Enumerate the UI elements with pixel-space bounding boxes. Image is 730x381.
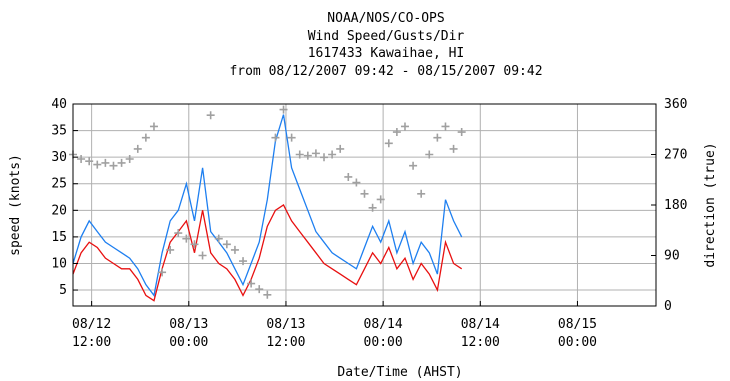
direction-point bbox=[457, 128, 466, 137]
title-line-4: from 08/12/2007 09:42 - 08/15/2007 09:42 bbox=[229, 64, 542, 79]
direction-point bbox=[449, 144, 458, 153]
x-tick-label-time: 12:00 bbox=[266, 335, 305, 350]
y-tick-label-left: 30 bbox=[51, 150, 67, 165]
x-tick-label-date: 08/14 bbox=[461, 317, 500, 332]
x-axis-label: Date/Time (AHST) bbox=[337, 365, 462, 380]
direction-point bbox=[384, 139, 393, 148]
chart-titles: NOAA/NOS/CO-OPS Wind Speed/Gusts/Dir 161… bbox=[229, 11, 542, 79]
direction-point bbox=[279, 105, 288, 114]
direction-point bbox=[182, 234, 191, 243]
direction-point bbox=[255, 285, 264, 294]
direction-point bbox=[320, 153, 329, 162]
series-layer bbox=[69, 105, 466, 302]
direction-point bbox=[166, 245, 175, 254]
y-tick-label-right: 360 bbox=[664, 97, 687, 112]
y-tick-label-right: 180 bbox=[664, 198, 687, 213]
tick-labels: 5 10 15 20 25 30 35 40 0 90 180 270 360 08/12 12:00 08/… bbox=[51, 97, 687, 350]
direction-point bbox=[125, 154, 134, 163]
direction-point bbox=[271, 133, 280, 142]
title-line-3: 1617433 Kawaihae, HI bbox=[308, 46, 465, 61]
x-tick-label-time: 12:00 bbox=[461, 335, 500, 350]
y-tick-label-left: 40 bbox=[51, 97, 67, 112]
direction-point bbox=[85, 157, 94, 166]
direction-point bbox=[336, 144, 345, 153]
y-tick-label-left: 20 bbox=[51, 203, 67, 218]
direction-point bbox=[93, 160, 102, 169]
direction-point bbox=[392, 128, 401, 137]
x-tick-label-date: 08/12 bbox=[72, 317, 111, 332]
direction-point bbox=[433, 133, 442, 142]
direction-point bbox=[425, 150, 434, 159]
x-tick-label-time: 00:00 bbox=[558, 335, 597, 350]
x-tick-label-date: 08/13 bbox=[169, 317, 208, 332]
direction-point bbox=[441, 122, 450, 131]
direction-point bbox=[328, 150, 337, 159]
title-line-2: Wind Speed/Gusts/Dir bbox=[308, 29, 465, 44]
direction-point bbox=[222, 240, 231, 249]
direction-series bbox=[69, 105, 466, 299]
y-tick-label-left: 10 bbox=[51, 256, 67, 271]
direction-point bbox=[368, 203, 377, 212]
direction-point bbox=[141, 133, 150, 142]
direction-point bbox=[400, 122, 409, 131]
direction-point bbox=[344, 172, 353, 181]
direction-point bbox=[360, 189, 369, 198]
grid-lines bbox=[73, 103, 656, 306]
y-tick-label-right: 0 bbox=[664, 299, 672, 314]
direction-point bbox=[206, 111, 215, 120]
direction-point bbox=[311, 149, 320, 158]
direction-point bbox=[376, 195, 385, 204]
direction-point bbox=[263, 290, 272, 299]
x-tick-label-date: 08/15 bbox=[558, 317, 597, 332]
x-tick-label-date: 08/13 bbox=[266, 317, 305, 332]
direction-point bbox=[352, 178, 361, 187]
direction-point bbox=[149, 122, 158, 131]
direction-point bbox=[230, 245, 239, 254]
direction-point bbox=[101, 158, 110, 167]
direction-point bbox=[77, 154, 86, 163]
direction-point bbox=[214, 234, 223, 243]
direction-point bbox=[133, 144, 142, 153]
direction-point bbox=[409, 161, 418, 170]
direction-point bbox=[198, 251, 207, 260]
y-axis-left-label: speed (knots) bbox=[8, 154, 23, 256]
x-tick-label-time: 00:00 bbox=[364, 335, 403, 350]
direction-point bbox=[158, 268, 167, 277]
direction-point bbox=[117, 158, 126, 167]
direction-point bbox=[417, 189, 426, 198]
x-tick-label-time: 12:00 bbox=[72, 335, 111, 350]
direction-point bbox=[190, 240, 199, 249]
direction-point bbox=[239, 257, 248, 266]
direction-point bbox=[109, 161, 118, 170]
y-tick-label-left: 35 bbox=[51, 124, 67, 139]
y-axis-right-label: direction (true) bbox=[703, 142, 718, 267]
title-line-1: NOAA/NOS/CO-OPS bbox=[327, 11, 444, 26]
gusts-line bbox=[72, 114, 463, 297]
direction-point bbox=[174, 229, 183, 238]
x-tick-label-time: 00:00 bbox=[169, 335, 208, 350]
x-tick-label-date: 08/14 bbox=[364, 317, 403, 332]
y-tick-label-left: 15 bbox=[51, 230, 67, 245]
direction-point bbox=[295, 150, 304, 159]
direction-point bbox=[247, 279, 256, 288]
y-tick-label-right: 90 bbox=[664, 249, 680, 264]
speed-line bbox=[72, 204, 463, 302]
y-tick-label-left: 25 bbox=[51, 177, 67, 192]
direction-point bbox=[287, 133, 296, 142]
y-tick-label-left: 5 bbox=[59, 283, 67, 298]
y-tick-label-right: 270 bbox=[664, 148, 687, 163]
direction-point bbox=[303, 151, 312, 160]
